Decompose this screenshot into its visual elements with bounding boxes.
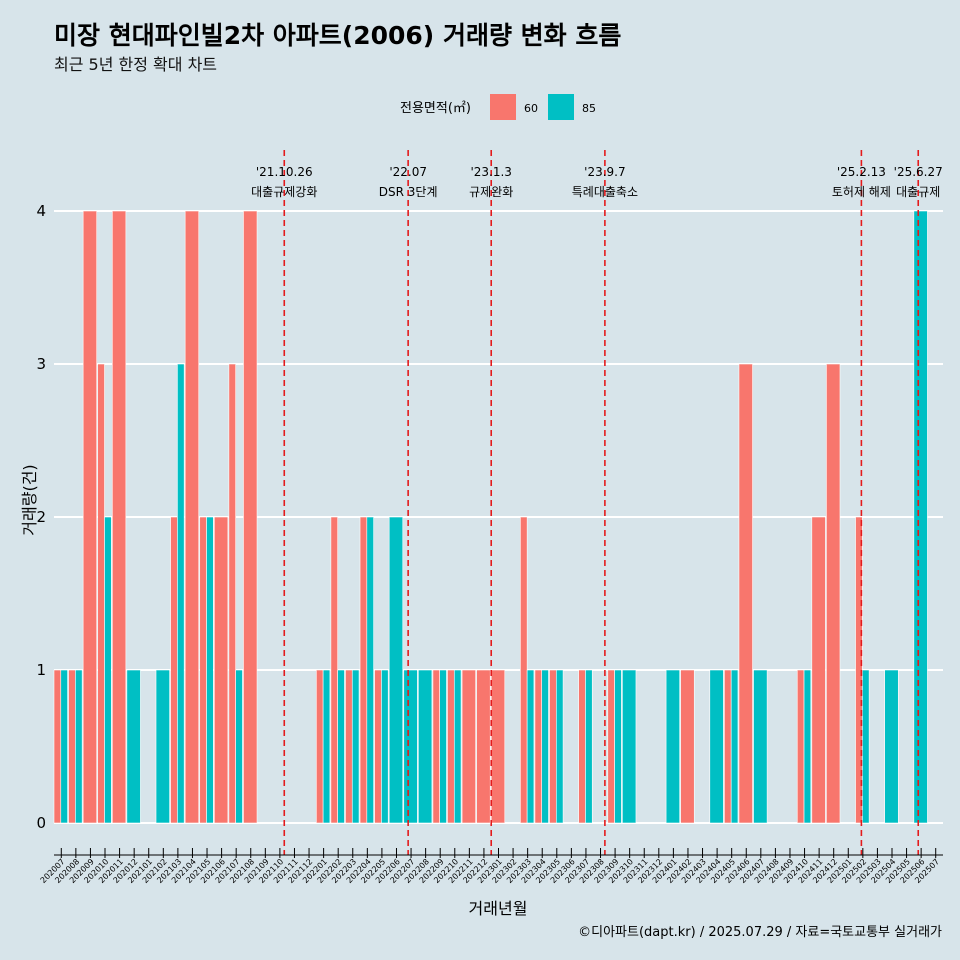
y-tick-label: 2 xyxy=(36,508,46,526)
bar-60-202009 xyxy=(82,210,98,824)
legend: 전용면적(㎡) 60 85 xyxy=(400,94,596,120)
bar-85-202206 xyxy=(388,516,404,824)
annotation-date: '21.10.26 xyxy=(256,165,313,179)
x-axis: 2020072020082020092020102020112020122021… xyxy=(39,848,943,885)
bar-85-202407 xyxy=(753,669,768,824)
bar-85-202404 xyxy=(709,669,724,824)
bar-60-202103 xyxy=(170,516,178,824)
bar-85-202203 xyxy=(351,669,360,824)
y-axis-label: 거래량(건) xyxy=(20,464,39,535)
bar-60-202105 xyxy=(199,516,207,824)
bar-85-202208 xyxy=(418,669,433,824)
annotation-label: 대출규제강화 xyxy=(251,185,317,199)
y-axis: 0 1 2 3 4 xyxy=(36,202,46,832)
bar-85-202007 xyxy=(60,669,68,824)
bar-60-202405 xyxy=(724,669,732,824)
bar-60-202410 xyxy=(796,669,805,824)
bar-60-202202 xyxy=(330,516,338,824)
annotation-date: '25.6.27 xyxy=(894,165,943,179)
bar-60-202104 xyxy=(184,210,200,824)
y-tick-label: 1 xyxy=(36,661,46,679)
bar-60-202301 xyxy=(490,669,506,824)
bar-85-202307 xyxy=(585,669,593,824)
bar-60-202309 xyxy=(607,669,615,824)
bar-60-202107 xyxy=(228,363,236,824)
annotation-label: DSR 3단계 xyxy=(379,185,438,199)
bar-85-202205 xyxy=(381,669,389,824)
legend-title: 전용면적(㎡) xyxy=(400,101,471,116)
annotation-date: '22.07 xyxy=(389,165,427,179)
bar-85-202202 xyxy=(337,669,345,824)
annotation-date: '23.9.7 xyxy=(584,165,625,179)
bar-60-202209 xyxy=(432,669,441,824)
bar-85-202506 xyxy=(913,210,928,824)
bar-85-202012 xyxy=(126,669,141,824)
bar-85-202210 xyxy=(453,669,462,824)
bar-85-202305 xyxy=(555,669,564,824)
y-tick-label: 3 xyxy=(36,355,46,373)
bar-60-202303 xyxy=(520,516,528,824)
bar-85-202309 xyxy=(614,669,622,824)
bar-85-202310 xyxy=(622,669,637,824)
bar-60-202108 xyxy=(243,210,258,824)
bar-85-202204 xyxy=(366,516,374,824)
bar-85-202405 xyxy=(730,669,739,824)
bar-60-202011 xyxy=(111,210,127,824)
legend-label-60: 60 xyxy=(524,102,538,115)
bar-60-202210 xyxy=(447,669,455,824)
bar-85-202105 xyxy=(206,516,214,824)
bar-85-202201 xyxy=(322,669,331,824)
bar-60-202211 xyxy=(461,669,476,824)
y-tick-label: 4 xyxy=(36,202,46,220)
y-tick-label: 0 xyxy=(36,814,46,832)
bar-60-202203 xyxy=(345,669,353,824)
annotations: '21.10.26 대출규제강화 '22.07 DSR 3단계 '23.1.3 규제완화 '… xyxy=(251,150,943,855)
legend-swatch-60 xyxy=(490,94,516,120)
bars xyxy=(53,210,928,824)
bar-60-202406 xyxy=(738,363,753,824)
annotation-label: 특례대출축소 xyxy=(572,185,638,199)
annotation-date: '25.2.13 xyxy=(837,165,886,179)
x-axis-label: 거래년월 xyxy=(469,899,528,918)
bar-85-202107 xyxy=(235,669,243,824)
caption: ©디아파트(dapt.kr) / 2025.07.29 / 자료=국토교통부 실… xyxy=(578,925,942,940)
annotation-label: 규제완화 xyxy=(469,185,513,199)
chart-title: 미장 현대파인빌2차 아파트(2006) 거래량 변화 흐름 xyxy=(54,21,621,50)
bar-60-202307 xyxy=(578,669,586,824)
bar-60-202205 xyxy=(374,669,382,824)
bar-60-202204 xyxy=(359,516,368,824)
bar-85-202504 xyxy=(884,669,899,824)
bar-85-202008 xyxy=(75,669,83,824)
legend-swatch-85 xyxy=(548,94,574,120)
bar-60-202007 xyxy=(53,669,62,824)
bar-85-202410 xyxy=(803,669,812,824)
bar-60-202411 xyxy=(811,516,826,824)
bar-85-202010 xyxy=(104,516,112,824)
annotation-date: '23.1.3 xyxy=(470,165,511,179)
bar-60-202305 xyxy=(549,669,557,824)
bar-60-202412 xyxy=(826,363,841,824)
bar-60-202201 xyxy=(316,669,324,824)
annotation-label: 토허제 해제 xyxy=(832,185,891,199)
legend-label-85: 85 xyxy=(582,102,596,115)
annotation-label: 대출규제 xyxy=(896,185,940,199)
bar-60-202106 xyxy=(214,516,229,824)
bar-85-202304 xyxy=(541,669,549,824)
bar-60-202008 xyxy=(68,669,76,824)
bar-85-202103 xyxy=(177,363,185,824)
bar-60-202212 xyxy=(476,669,491,824)
bar-85-202502 xyxy=(862,669,870,824)
bar-85-202401 xyxy=(665,669,680,824)
chart-subtitle: 최근 5년 한정 확대 차트 xyxy=(54,55,217,74)
bar-60-202402 xyxy=(680,669,695,824)
bar-60-202304 xyxy=(534,669,543,824)
bar-85-202102 xyxy=(155,669,170,824)
bar-60-202010 xyxy=(97,363,105,824)
bar-85-202303 xyxy=(526,669,535,824)
bar-85-202207 xyxy=(403,669,418,824)
bar-85-202209 xyxy=(439,669,447,824)
